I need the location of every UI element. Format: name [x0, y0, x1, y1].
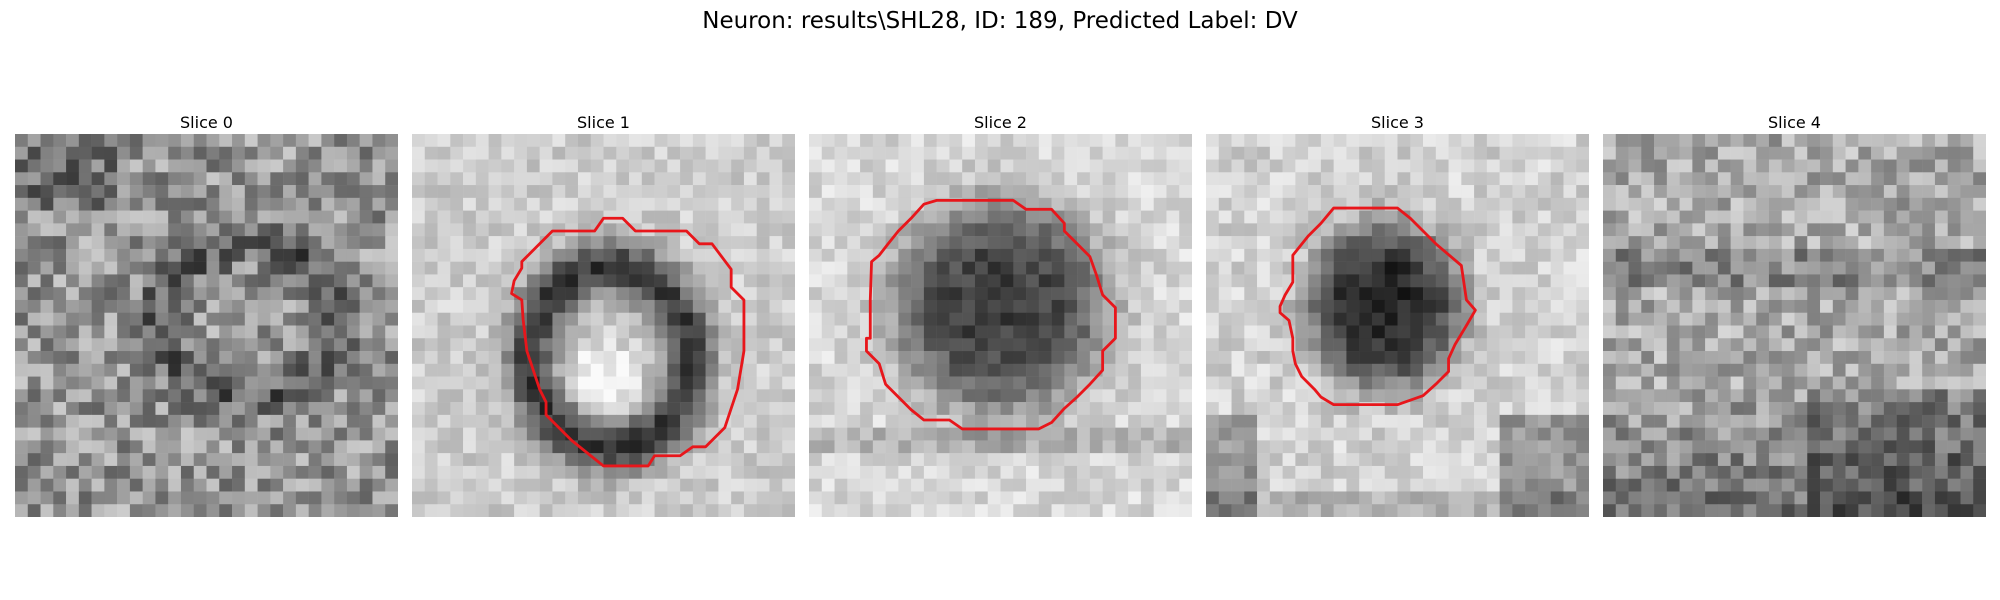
slice-image [1603, 134, 1986, 517]
panel-slice-4: Slice 4 [1603, 112, 1986, 517]
figure-title: Neuron: results\SHL28, ID: 189, Predicte… [702, 8, 1298, 34]
panel-title: Slice 2 [974, 113, 1027, 132]
segmentation-contour [510, 216, 746, 468]
panel-slice-1: Slice 1 [412, 112, 795, 517]
panel-slice-3: Slice 3 [1206, 112, 1589, 517]
panel-title: Slice 4 [1768, 113, 1821, 132]
segmentation-contour [1278, 206, 1477, 407]
panel-title: Slice 1 [577, 113, 630, 132]
slice-image [1206, 134, 1589, 517]
panel-title: Slice 0 [180, 113, 233, 132]
panel-slice-2: Slice 2 [809, 112, 1192, 517]
slice-image [15, 134, 398, 517]
segmentation-contour [865, 198, 1117, 431]
slice-image [809, 134, 1192, 517]
slice-image [412, 134, 795, 517]
panel-slice-0: Slice 0 [15, 112, 398, 517]
panel-title: Slice 3 [1371, 113, 1424, 132]
